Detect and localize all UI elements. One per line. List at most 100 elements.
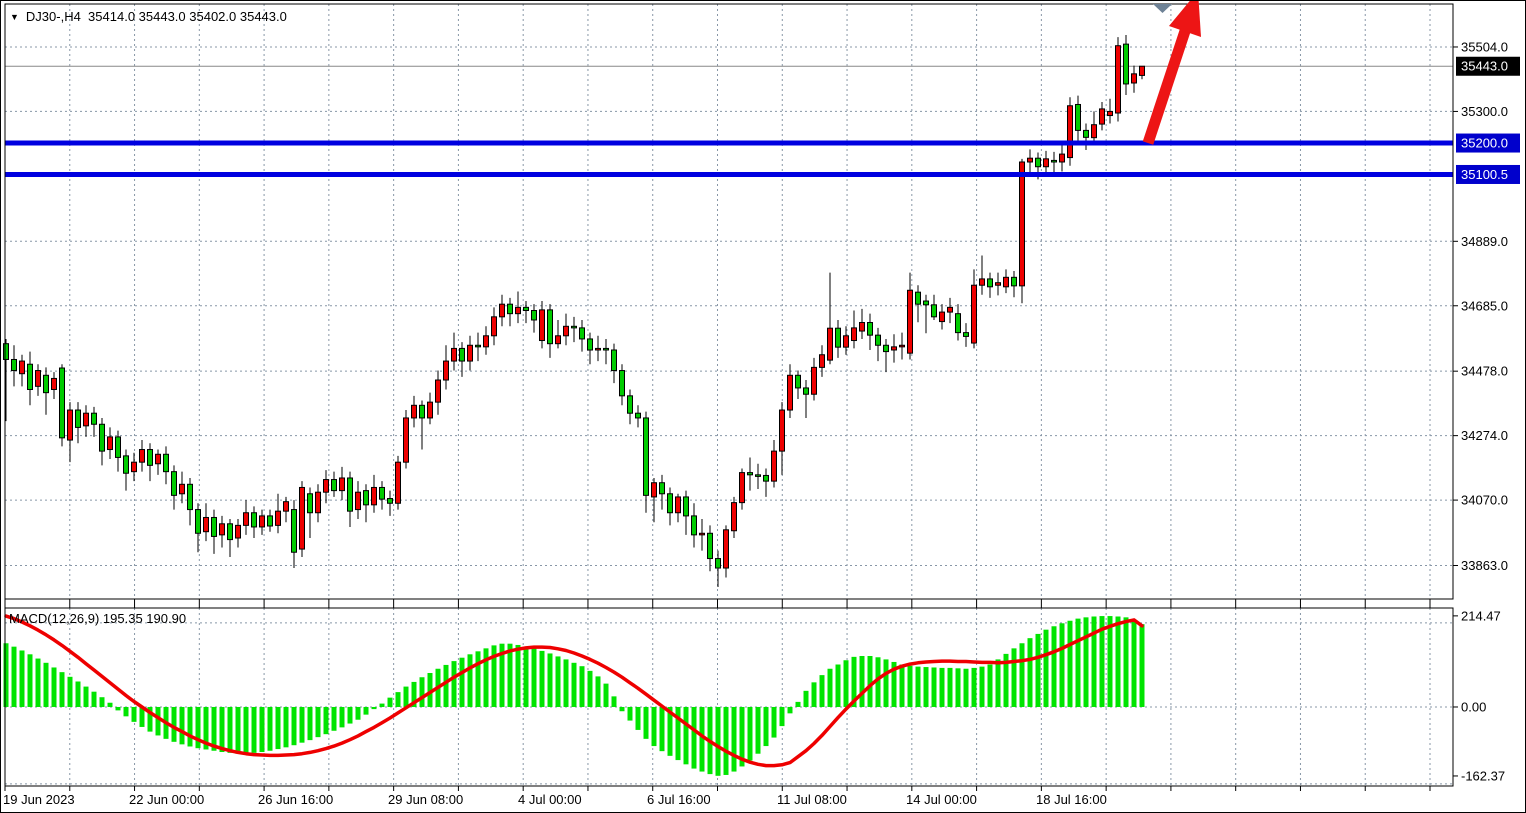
macd-bar — [811, 682, 817, 707]
macd-bar — [307, 706, 313, 741]
candle-bull — [275, 510, 281, 526]
macd-bar — [835, 664, 841, 707]
macd-bar — [283, 706, 289, 748]
candle-bear — [267, 515, 273, 527]
candle-bear — [1123, 43, 1129, 85]
candle-bear — [683, 496, 689, 517]
dropdown-triangle-icon[interactable]: ▼ — [10, 12, 19, 22]
candle-bear — [379, 486, 385, 500]
macd-bar — [819, 675, 825, 707]
candle-bear — [187, 483, 193, 511]
candle-bear — [627, 395, 633, 414]
candle-bear — [755, 474, 761, 477]
macd-bar — [675, 706, 681, 761]
candle-bear — [123, 455, 129, 474]
candle-bear — [619, 370, 625, 397]
macd-bar — [491, 645, 497, 707]
time-tick-label: 4 Jul 00:00 — [518, 792, 582, 807]
candle-bull — [315, 491, 321, 514]
candle-bull — [739, 472, 745, 504]
macd-bar — [483, 648, 489, 707]
macd-bar — [499, 643, 505, 707]
macd-bar — [235, 706, 241, 754]
macd-bar — [75, 681, 81, 707]
level-price-box: 35200.0 — [1456, 133, 1520, 153]
candle-bull — [139, 449, 145, 463]
macd-bar — [1003, 653, 1009, 707]
candle-bull — [435, 379, 441, 403]
candle-bull — [811, 366, 817, 395]
chart-header: ▼ DJ30-,H4 35414.0 35443.0 35402.0 35443.… — [10, 9, 287, 24]
macd-bar — [1091, 616, 1097, 707]
trend-arrow[interactable] — [1142, 1, 1201, 145]
macd-bar — [787, 706, 793, 714]
macd-bar — [379, 703, 385, 707]
candle-bear — [955, 313, 961, 334]
macd-bar — [91, 691, 97, 707]
level-price-box: 35100.5 — [1456, 164, 1520, 184]
candle-bull — [483, 335, 489, 348]
candle-bull — [323, 479, 329, 493]
macd-bar — [59, 672, 65, 707]
candle-bear — [1051, 159, 1057, 163]
macd-bar — [971, 667, 977, 707]
candle-bear — [579, 327, 585, 340]
macd-bar — [395, 692, 401, 707]
candle-bear — [307, 493, 313, 514]
macd-bar — [947, 667, 953, 707]
candle-bear — [59, 367, 65, 439]
candle-bull — [259, 515, 265, 528]
candle-bear — [531, 310, 537, 321]
macd-bar — [619, 706, 625, 712]
macd-signal-line — [4, 614, 1144, 768]
candle-bear — [195, 509, 201, 534]
macd-bar — [1027, 638, 1033, 707]
macd-tick-label: 214.47 — [1461, 608, 1501, 623]
macd-bar — [635, 706, 641, 730]
candle-bear — [291, 509, 297, 553]
macd-bar — [771, 706, 777, 738]
candle-bull — [555, 335, 561, 345]
macd-bar — [1083, 617, 1089, 707]
candle-bull — [1067, 105, 1073, 159]
macd-bar — [443, 664, 449, 707]
macd-bar — [779, 706, 785, 727]
macd-bar — [603, 683, 609, 707]
macd-bar — [259, 706, 265, 753]
macd-bar — [35, 658, 41, 707]
macd-bar — [267, 706, 273, 751]
macd-bar — [115, 706, 121, 711]
macd-bar — [523, 646, 529, 707]
macd-bar — [203, 706, 209, 750]
candle-bull — [83, 412, 89, 427]
candle-bull — [979, 278, 985, 286]
autoscroll-marker-icon[interactable] — [1153, 4, 1172, 13]
macd-bar — [1011, 648, 1017, 707]
candle-bear — [347, 477, 353, 512]
candle-bull — [1027, 157, 1033, 163]
macd-bar — [1035, 633, 1041, 707]
candle-bear — [171, 471, 177, 496]
candle-bear — [611, 349, 617, 372]
candle-bear — [603, 347, 609, 351]
candle-bull — [947, 306, 953, 313]
macd-bar — [1051, 626, 1057, 707]
candle-bull — [787, 374, 793, 411]
macd-bar — [387, 697, 393, 707]
candle-bull — [907, 289, 913, 354]
macd-bar — [915, 666, 921, 707]
level-lines[interactable] — [5, 140, 1453, 177]
price-tick-label: 34478.0 — [1461, 364, 1508, 379]
candle-bull — [995, 282, 1001, 286]
candle-bear — [915, 291, 921, 305]
candle-bull — [235, 524, 241, 539]
macd-bar — [219, 706, 225, 753]
candle-bear — [715, 558, 721, 569]
price-tick-label: 35300.0 — [1461, 104, 1508, 119]
current-price-box: 35443.0 — [1456, 56, 1520, 76]
candle-bear — [459, 347, 465, 362]
candle-bear — [795, 374, 801, 389]
candle-bull — [1043, 158, 1049, 168]
